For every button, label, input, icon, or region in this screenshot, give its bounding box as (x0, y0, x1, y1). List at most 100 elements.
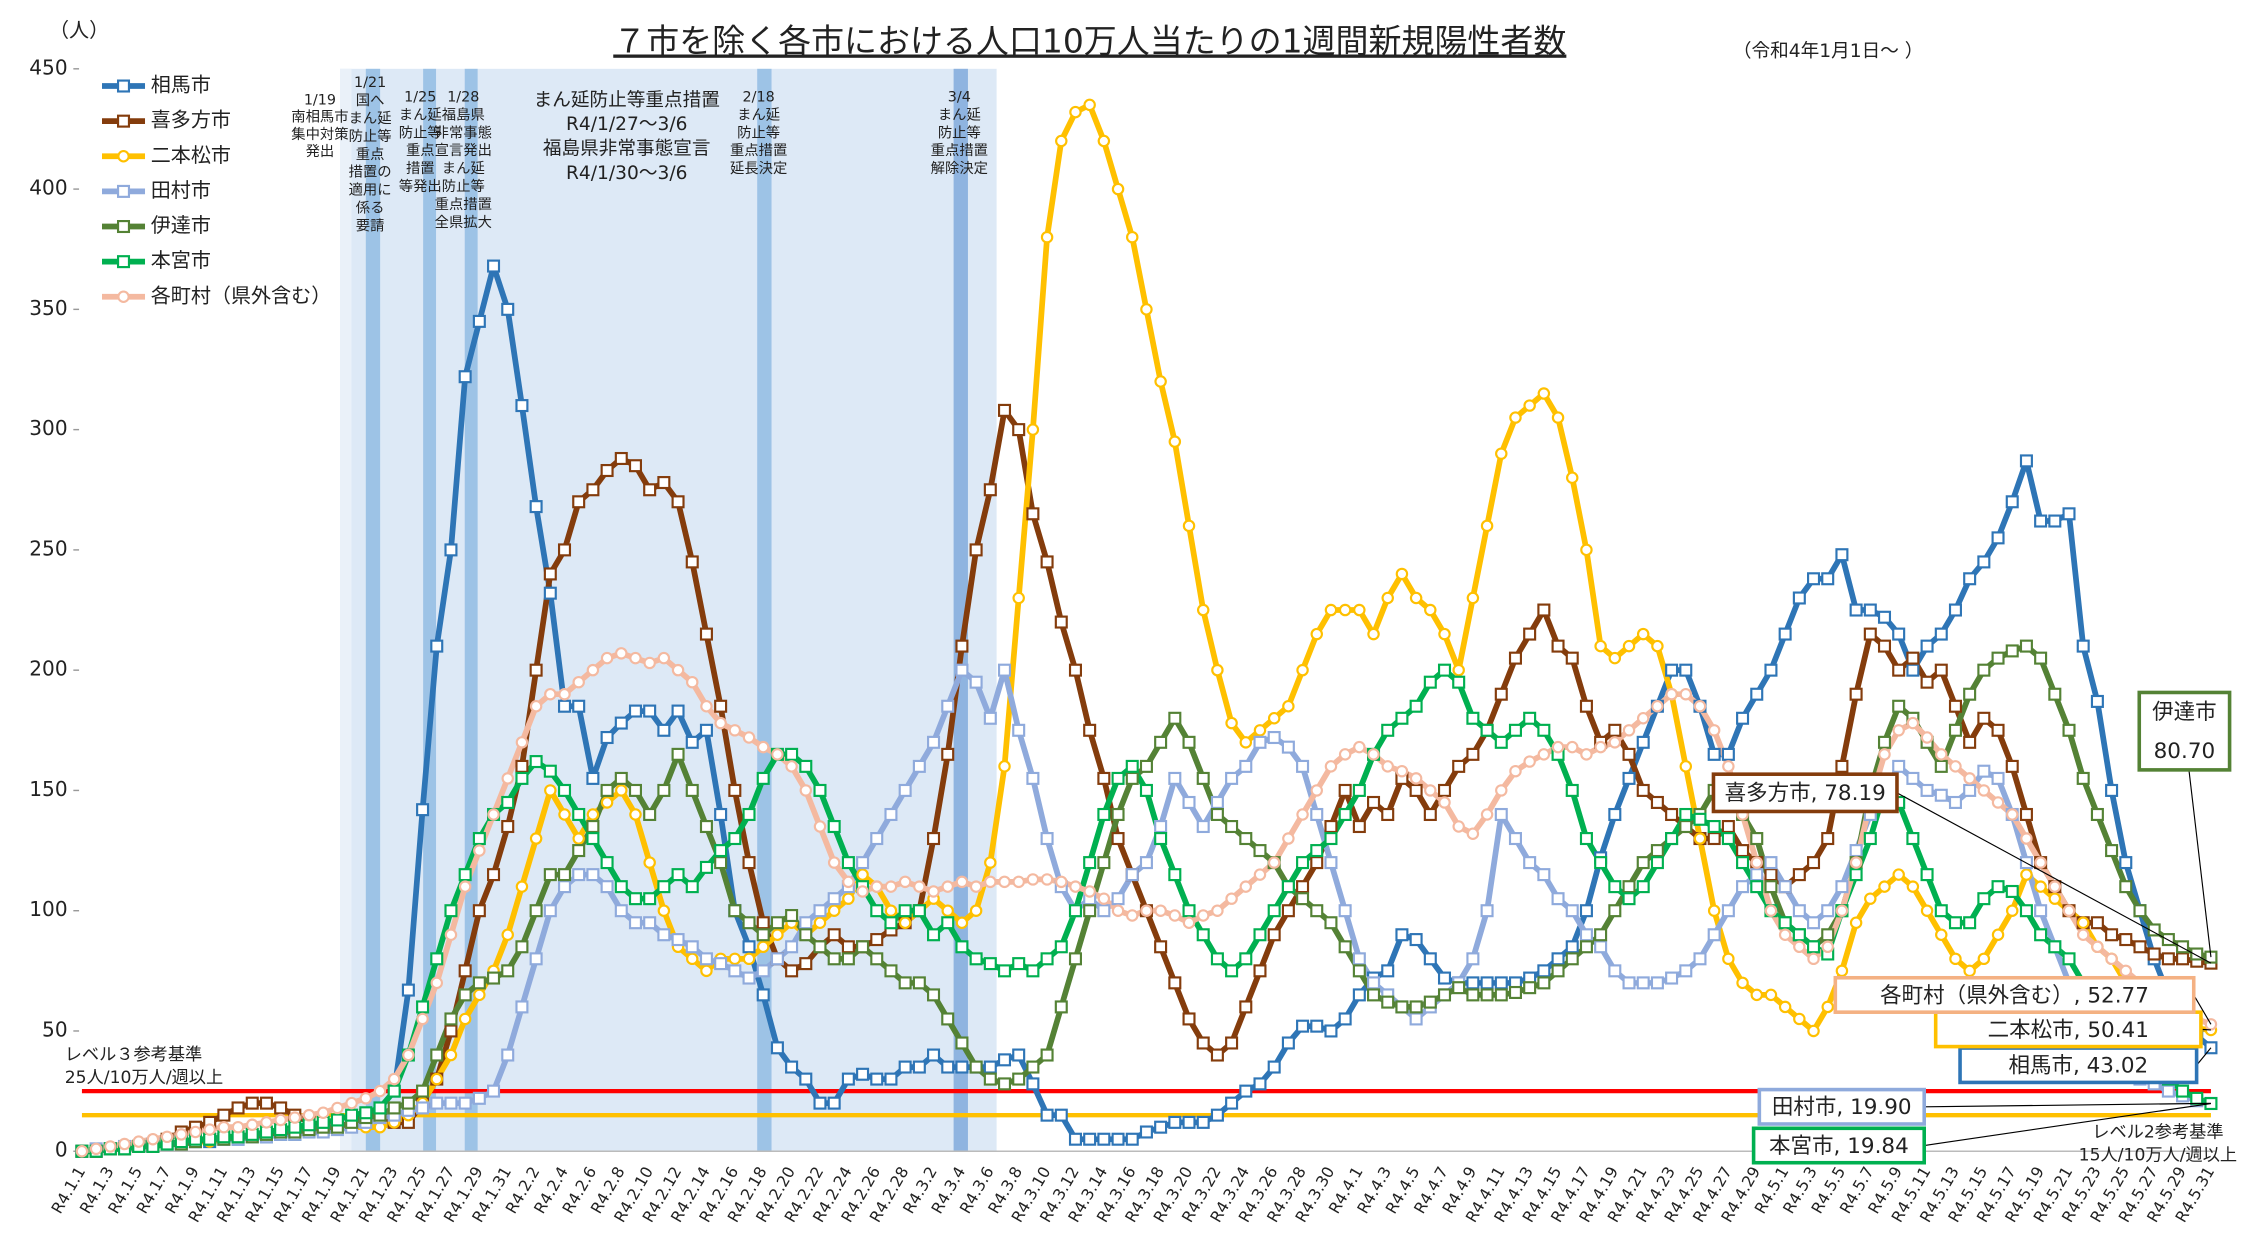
data-point (927, 885, 940, 898)
data-point (1722, 952, 1735, 966)
data-point (2076, 916, 2090, 929)
data-point (1310, 856, 1324, 870)
data-point (1579, 904, 1593, 918)
data-point (1778, 928, 1792, 941)
data-point (2090, 694, 2104, 708)
data-point (1296, 1019, 1310, 1033)
data-point (983, 1060, 997, 1074)
data-point (1423, 952, 1437, 966)
data-point (813, 916, 827, 929)
data-point (955, 639, 969, 653)
data-point (1608, 964, 1622, 978)
data-point (813, 940, 827, 954)
data-point (969, 675, 983, 689)
data-point (1977, 555, 1991, 569)
y-tick-label: 250 (29, 536, 67, 560)
data-point (1920, 639, 1934, 653)
data-point (1452, 675, 1466, 689)
data-point (1495, 784, 1508, 797)
data-point (1239, 759, 1253, 773)
data-point (1040, 1048, 1054, 1062)
leader-line (1896, 792, 2212, 964)
data-point (1409, 699, 1423, 713)
data-point (2133, 940, 2147, 954)
data-point (1494, 687, 1508, 701)
reference-label: レベル３参考基準 (65, 1045, 203, 1065)
data-point (1693, 952, 1707, 966)
data-point (728, 952, 742, 966)
data-point (2076, 771, 2090, 785)
data-point (1210, 795, 1224, 809)
data-point (1296, 808, 1309, 821)
data-point (1452, 981, 1466, 995)
data-point (1508, 651, 1522, 665)
data-point (1466, 711, 1480, 725)
data-point (487, 868, 501, 882)
data-point (1338, 748, 1352, 761)
data-point (1934, 759, 1948, 773)
data-point (501, 928, 514, 941)
annotation: 解除決定 (931, 160, 988, 177)
annotation: まん延 (938, 106, 981, 123)
data-point (628, 892, 642, 906)
data-point (2147, 947, 2161, 961)
reference-label: レベル2参考基準 (2092, 1123, 2223, 1143)
leader-line (2196, 1047, 2212, 1066)
data-point (2019, 639, 2033, 653)
data-point (643, 892, 657, 906)
data-point (912, 759, 926, 773)
data-point (2062, 904, 2076, 917)
data-point (997, 1053, 1012, 1067)
data-point (1267, 730, 1281, 745)
data-point (1040, 1108, 1054, 1122)
data-point (955, 940, 969, 954)
data-point (586, 483, 600, 497)
data-point (203, 1123, 216, 1136)
data-point (1722, 760, 1735, 773)
data-point (600, 880, 614, 894)
data-point (515, 771, 529, 785)
data-point (1508, 985, 1522, 1000)
data-point (1580, 543, 1593, 557)
annotation: 1/19 (304, 92, 336, 108)
y-tick-label: 100 (29, 897, 67, 921)
data-point (813, 820, 827, 833)
data-point (1707, 724, 1721, 737)
data-point (1991, 651, 2005, 665)
annotation: 重点措置 (931, 142, 988, 159)
data-point (842, 875, 855, 889)
data-point (1253, 1077, 1267, 1091)
data-point (1381, 807, 1395, 822)
data-point (1381, 723, 1395, 737)
data-point (558, 808, 571, 821)
data-point (529, 904, 543, 918)
data-point (1352, 952, 1366, 966)
data-point (231, 1120, 245, 1134)
data-point (2105, 928, 2119, 942)
data-point (1310, 807, 1324, 822)
data-point (586, 663, 600, 677)
data-point (1012, 723, 1026, 737)
data-point (175, 1128, 188, 1141)
data-point (1636, 880, 1650, 894)
data-point (1125, 771, 1139, 785)
data-point (799, 916, 813, 930)
data-point (1934, 904, 1948, 918)
data-point (444, 1048, 458, 1062)
data-point (1736, 844, 1750, 858)
data-point (387, 1101, 401, 1115)
annotation: 適用に (349, 182, 392, 199)
data-point (1906, 771, 1920, 785)
data-point (1054, 940, 1068, 954)
data-point (728, 724, 742, 737)
data-point (1651, 700, 1664, 713)
data-point (1097, 892, 1111, 905)
data-point (1480, 723, 1494, 737)
data-point (1565, 940, 1579, 954)
data-point (1154, 735, 1168, 749)
data-point (1168, 909, 1182, 922)
data-point (714, 807, 728, 822)
data-point (1040, 873, 1054, 886)
data-point (955, 875, 969, 889)
data-point (515, 880, 529, 893)
